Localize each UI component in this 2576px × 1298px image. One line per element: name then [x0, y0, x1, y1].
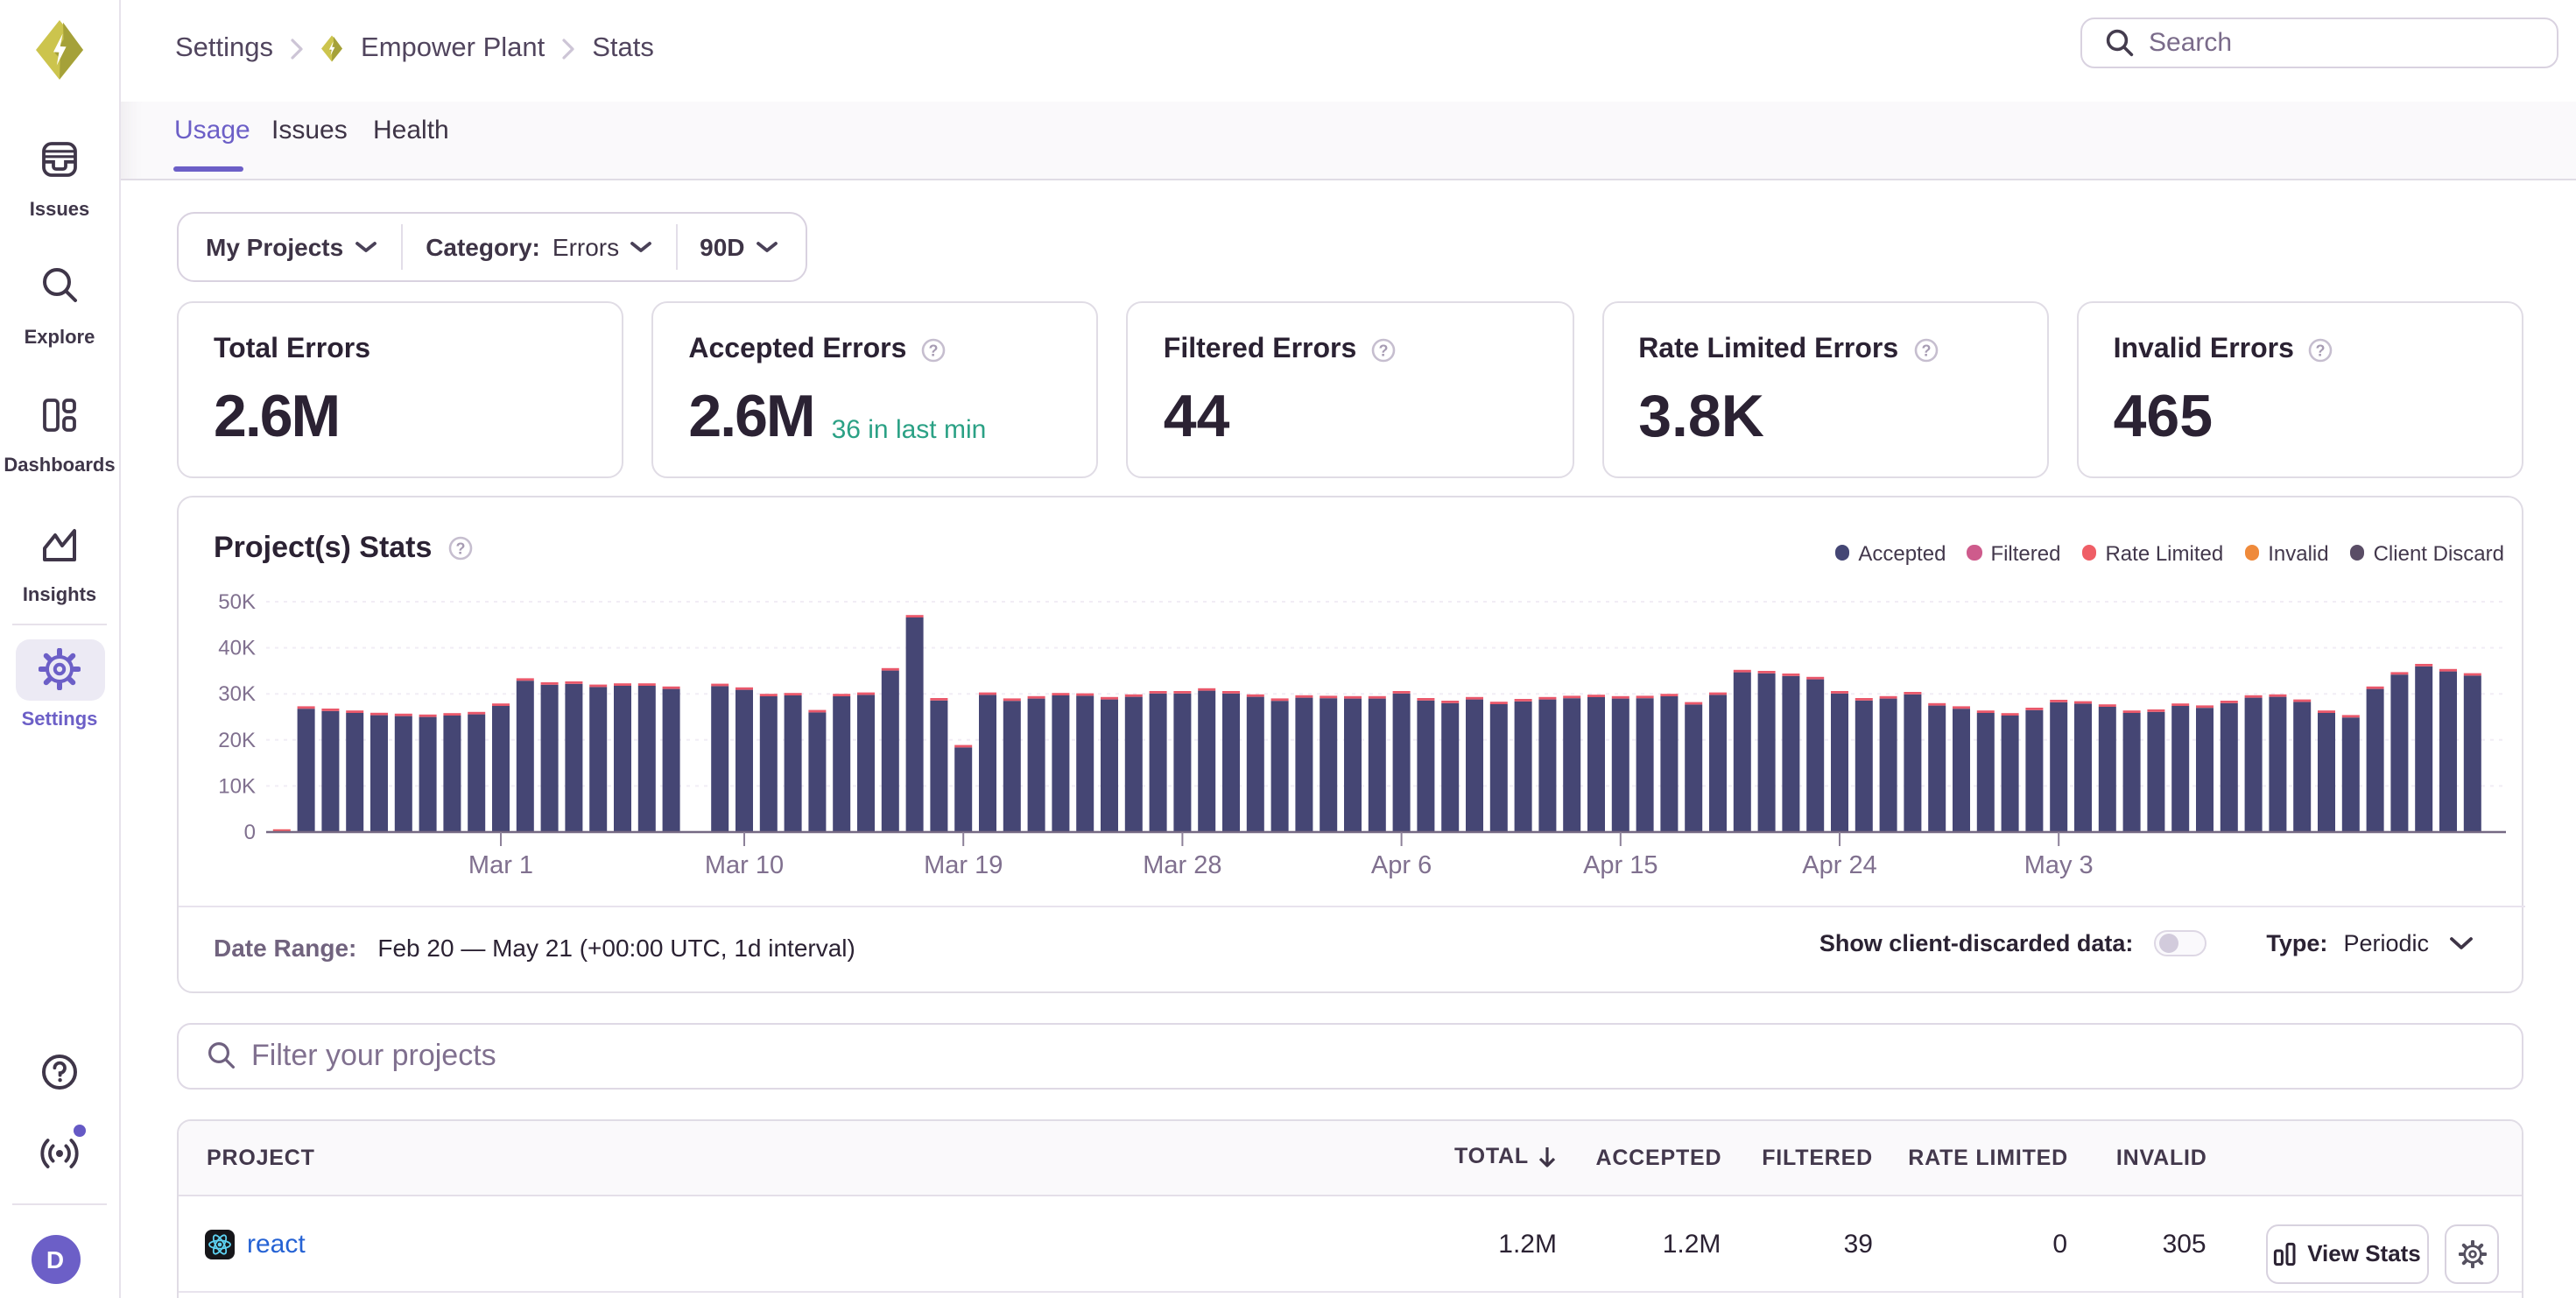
svg-text:Mar 19: Mar 19 [924, 850, 1003, 878]
svg-text:Apr 15: Apr 15 [1583, 850, 1658, 878]
svg-text:?: ? [2316, 341, 2326, 358]
svg-text:40K: 40K [218, 636, 256, 660]
svg-text:May 3: May 3 [2024, 850, 2094, 878]
svg-text:Mar 1: Mar 1 [468, 850, 533, 878]
svg-text:20K: 20K [218, 728, 256, 751]
svg-text:10K: 10K [218, 773, 256, 797]
svg-text:Mar 10: Mar 10 [705, 850, 784, 878]
svg-text:Apr 24: Apr 24 [1802, 850, 1876, 878]
svg-text:?: ? [1921, 341, 1931, 358]
svg-text:Mar 28: Mar 28 [1143, 850, 1221, 878]
svg-text:30K: 30K [218, 681, 256, 705]
svg-text:Apr 6: Apr 6 [1371, 850, 1432, 878]
svg-text:0: 0 [244, 820, 256, 843]
svg-text:50K: 50K [218, 589, 256, 613]
svg-text:?: ? [1379, 341, 1389, 358]
svg-text:?: ? [929, 341, 939, 358]
svg-text:?: ? [455, 539, 465, 556]
